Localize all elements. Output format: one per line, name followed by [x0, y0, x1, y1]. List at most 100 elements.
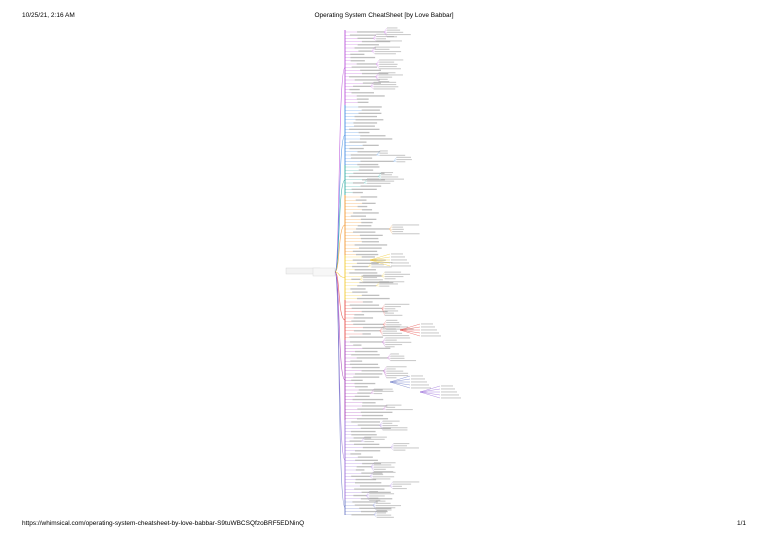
- subleaf-connector: [370, 391, 374, 394]
- subleaf-label: [384, 303, 410, 305]
- subleaf-connector: [372, 505, 377, 511]
- leaf-label: [359, 138, 393, 140]
- leaf-label: [360, 135, 386, 137]
- leaf-label: [351, 379, 363, 381]
- subleaf-label: [385, 337, 411, 339]
- leaf-label: [353, 494, 367, 497]
- subleaf-connector: [372, 505, 377, 508]
- subleaf-connector: [379, 328, 383, 331]
- subleaf-connector: [376, 63, 380, 69]
- leaf-label: [358, 389, 383, 391]
- leaf-label: [361, 405, 388, 407]
- subleaf-label: [392, 483, 412, 485]
- subleaf-connector: [373, 514, 377, 518]
- subleaf-connector: [379, 421, 383, 426]
- subleaf-connector: [376, 63, 380, 67]
- leaf-label: [349, 128, 380, 130]
- subleaf-label: [373, 393, 383, 395]
- far-branch-connector: [389, 381, 411, 386]
- leaf-label: [361, 221, 373, 224]
- subleaf-connector: [381, 308, 385, 312]
- leaf-label: [355, 199, 367, 201]
- subleaf-connector: [389, 224, 393, 230]
- subleaf-connector: [369, 476, 373, 480]
- far-branch-label: [411, 387, 431, 389]
- leaf-label: [361, 294, 380, 296]
- leaf-label: [358, 112, 382, 114]
- leaf-label: [358, 50, 372, 52]
- subleaf-connector: [375, 76, 379, 80]
- far-branch-label: [441, 385, 453, 387]
- subleaf-connector: [371, 51, 375, 54]
- leaf-label: [353, 323, 384, 325]
- leaf-label: [351, 188, 377, 190]
- far-branch-label: [411, 384, 429, 386]
- subleaf-label: [382, 326, 400, 328]
- leaf-label: [356, 95, 385, 97]
- subleaf-connector: [363, 178, 368, 184]
- leaf-label: [349, 272, 378, 274]
- subleaf-label: [379, 61, 395, 63]
- subleaf-label: [371, 266, 392, 268]
- subleaf-connector: [363, 181, 368, 184]
- leaf-label: [354, 450, 381, 452]
- central-node: [312, 267, 336, 277]
- far-branch-label: [421, 326, 435, 328]
- subleaf-connector: [373, 34, 377, 39]
- subleaf-label: [390, 360, 417, 362]
- leaf-label: [362, 333, 371, 335]
- subleaf-connector: [379, 425, 383, 428]
- subleaf-label: [392, 485, 402, 487]
- subleaf-connector: [370, 82, 374, 87]
- subleaf-label: [379, 283, 398, 285]
- leaf-label: [349, 34, 377, 36]
- subleaf-connector: [361, 437, 365, 442]
- print-date: 10/25/21, 2:16 AM: [22, 12, 75, 19]
- subleaf-connector: [389, 481, 393, 487]
- branch-connector: [334, 134, 346, 273]
- subleaf-connector: [383, 30, 388, 33]
- leaf-label: [350, 56, 376, 59]
- subleaf-connector: [381, 274, 385, 277]
- subleaf-label: [393, 449, 406, 451]
- subleaf-label: [373, 466, 395, 468]
- leaf-label: [362, 72, 389, 75]
- leaf-label: [357, 205, 368, 208]
- subleaf-label: [382, 335, 410, 337]
- subleaf-label: [386, 328, 414, 330]
- far-branch-label: [391, 253, 403, 255]
- subleaf-label: [372, 474, 384, 476]
- leaf-label: [357, 151, 381, 153]
- leaf-label: [362, 179, 385, 181]
- subleaf-connector: [370, 464, 375, 467]
- page-url[interactable]: https://whimsical.com/operating-system-c…: [22, 520, 305, 527]
- subleaf-label: [386, 319, 398, 321]
- subleaf-label: [382, 420, 400, 422]
- leaf-label: [350, 157, 373, 159]
- leaf-label: [351, 354, 380, 356]
- leaf-label: [351, 421, 381, 423]
- subleaf-connector: [390, 445, 394, 448]
- subleaf-label: [372, 476, 395, 478]
- subleaf-label: [387, 29, 401, 31]
- branch-connector: [334, 271, 346, 508]
- subleaf-label: [376, 36, 394, 38]
- subleaf-connector: [387, 356, 391, 359]
- subleaf-connector: [360, 279, 364, 283]
- subleaf-connector: [372, 503, 377, 506]
- subleaf-label: [382, 328, 396, 330]
- leaf-label: [356, 466, 371, 468]
- subleaf-label: [386, 372, 409, 374]
- leaf-label: [357, 163, 379, 166]
- subleaf-connector: [379, 326, 383, 331]
- subleaf-connector: [370, 389, 375, 394]
- leaf-label: [361, 209, 373, 211]
- page-number: 1/1: [736, 520, 746, 527]
- far-branch-connector: [389, 381, 411, 389]
- subleaf-connector: [383, 27, 388, 33]
- subleaf-connector: [393, 159, 397, 162]
- subleaf-connector: [389, 228, 393, 232]
- subleaf-label: [376, 514, 392, 516]
- leaf-label: [361, 40, 391, 43]
